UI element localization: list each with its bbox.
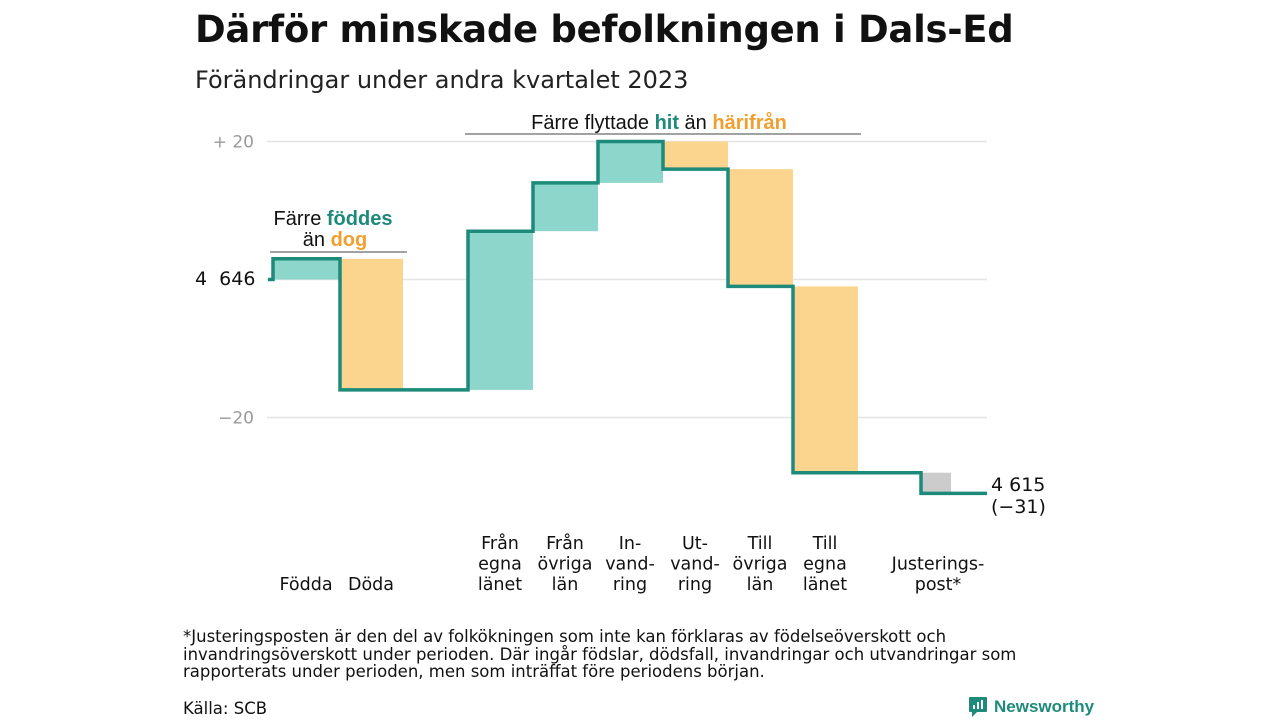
bar-8 (921, 472, 951, 494)
end-value-label: 4 615 (991, 474, 1045, 496)
category-label-8-0: Justerings- (891, 555, 985, 575)
chart-title: Därför minskade befolkningen i Dals-Ed (195, 8, 1014, 51)
category-label-6-0: Till (747, 534, 773, 554)
migration-annotation-harifran: härifrån (712, 111, 786, 134)
newsworthy-logo-text: Newsworthy (994, 697, 1095, 716)
births-annotation-text-2: än (303, 229, 331, 251)
svg-text:än dog: än dog (303, 229, 367, 251)
category-label-7-2: länet (803, 575, 847, 595)
category-label-0-0: Födda (279, 575, 332, 595)
category-label-4-0: In- (619, 534, 642, 554)
category-label-6-2: län (747, 575, 774, 595)
deaths-annotation-highlight: dog (331, 229, 368, 251)
bar-6 (728, 169, 793, 287)
footnote: *Justeringsposten är den del av folkökni… (183, 627, 1017, 681)
category-label-2-0: Från (481, 533, 519, 554)
bar-4 (598, 141, 663, 183)
migration-annotation-text-2: än (679, 112, 712, 134)
births-annotation: Färre föddes än dog (270, 208, 407, 253)
category-label-3-0: Från (546, 533, 584, 554)
y-tick-label-0: + 20 (213, 133, 254, 153)
y-tick-labels: + 20 −20 (213, 133, 254, 429)
category-label-2-2: länet (478, 575, 522, 595)
waterfall-chart: + 20 −20 Färre föddes än dog Färre flytta… (195, 111, 1046, 595)
svg-text:Färre föddes: Färre föddes (274, 208, 393, 230)
category-label-5-0: Ut- (682, 534, 708, 554)
category-label-3-2: län (552, 575, 579, 595)
migration-annotation-text-1: Färre flyttade (531, 112, 654, 134)
bar-1 (340, 258, 403, 390)
births-annotation-highlight: föddes (327, 208, 393, 230)
category-label-1-0: Döda (348, 575, 394, 595)
category-label-5-2: ring (678, 575, 712, 595)
bar-5 (663, 141, 728, 170)
start-value-label: 4 646 (195, 268, 255, 290)
category-label-8-1: post* (915, 575, 962, 595)
bar-3 (533, 182, 598, 232)
category-label-3-1: övriga (538, 555, 593, 575)
category-label-2-1: egna (478, 555, 522, 575)
y-tick-label-1: −20 (218, 409, 254, 429)
svg-text:Färre flyttade hit än härifrån: Färre flyttade hit än härifrån (531, 111, 787, 134)
category-label-7-1: egna (803, 555, 847, 575)
chart-subtitle: Förändringar under andra kvartalet 2023 (195, 66, 689, 94)
source-label: Källa: SCB (183, 699, 268, 718)
category-label-7-0: Till (812, 534, 838, 554)
step-line (268, 139, 987, 496)
category-label-4-2: ring (613, 575, 647, 595)
newsworthy-logo[interactable]: Newsworthy (968, 696, 1094, 718)
bar-2 (468, 231, 533, 390)
births-annotation-text-1: Färre (274, 208, 327, 230)
bars (273, 141, 951, 494)
newsworthy-logo-icon (969, 697, 987, 717)
step-line-path (268, 139, 987, 496)
migration-annotation: Färre flyttade hit än härifrån (465, 111, 861, 135)
category-label-4-1: vand- (605, 555, 655, 575)
category-label-6-1: övriga (733, 555, 788, 575)
bar-7 (793, 286, 858, 473)
migration-annotation-hit: hit (655, 112, 680, 134)
category-labels: Födda DödaFrånegnalänetFrånövrigalänIn-va… (279, 533, 984, 595)
bar-0 (273, 258, 340, 280)
category-label-5-1: vand- (670, 555, 720, 575)
end-change-label: (−31) (991, 496, 1046, 518)
